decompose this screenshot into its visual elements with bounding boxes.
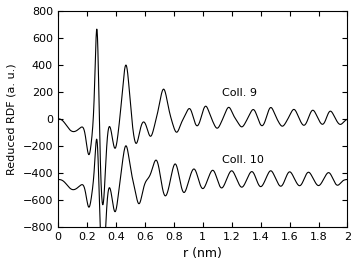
Text: Coll. 9: Coll. 9: [222, 88, 256, 97]
X-axis label: r (nm): r (nm): [183, 247, 222, 260]
Y-axis label: Reduced RDF (a. u.): Reduced RDF (a. u.): [7, 63, 17, 175]
Text: Coll. 10: Coll. 10: [222, 155, 263, 165]
